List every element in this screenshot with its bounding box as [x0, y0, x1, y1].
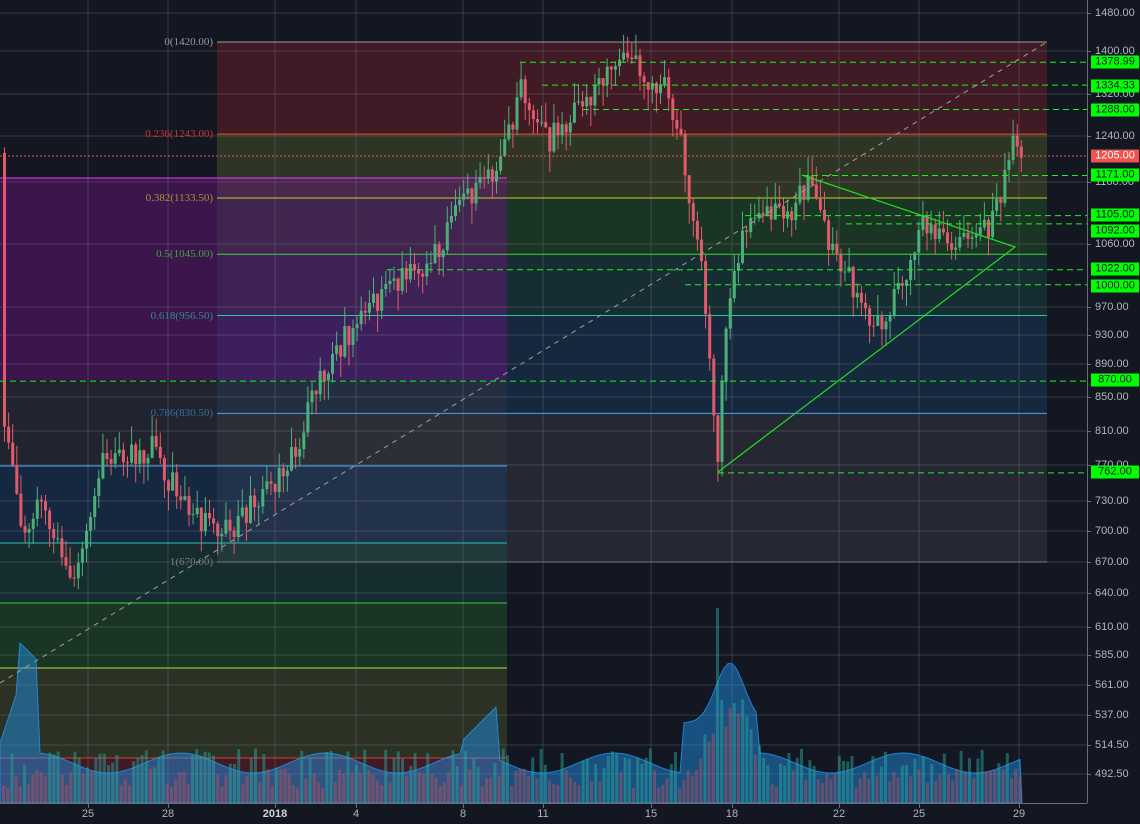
price-tick-label: 700.00 [1095, 525, 1129, 537]
price-tick-mark [1087, 627, 1091, 628]
price-tick-label: 810.00 [1095, 425, 1129, 437]
price-level-badge: 870.00 [1091, 373, 1139, 387]
time-tick-label: 18 [725, 808, 739, 820]
price-tick-mark [1087, 562, 1091, 563]
fib-zone [217, 315, 1047, 414]
price-tick-label: 1240.00 [1095, 130, 1135, 142]
fib-level-label: 0.786(830.50) [150, 407, 213, 420]
fib-level-label: 0.5(1045.00) [156, 248, 213, 261]
price-level-badge: 1000.00 [1091, 279, 1139, 293]
fib-zone [217, 413, 1047, 562]
time-tick-mark [732, 804, 733, 808]
price-tick-label: 730.00 [1095, 495, 1129, 507]
time-tick-mark [88, 804, 89, 808]
price-tick-mark [1087, 364, 1091, 365]
price-tick-label: 1480.00 [1095, 7, 1135, 19]
price-tick-mark [1087, 307, 1091, 308]
price-level-badge: 1171.00 [1091, 168, 1139, 182]
chart-canvas[interactable]: 0(1420.00) 0.236(1243.00) 0.382(1133.50) 0.… [0, 0, 1087, 803]
price-tick-label: 561.00 [1095, 679, 1129, 691]
price-tick-label: 670.00 [1095, 556, 1129, 568]
time-tick-label: 25 [81, 808, 95, 820]
price-tick-mark [1087, 13, 1091, 14]
volume-ma-area [0, 641, 1023, 803]
time-tick-label: 25 [912, 808, 926, 820]
price-tick-mark [1087, 397, 1091, 398]
price-tick-label: 1060.00 [1095, 238, 1135, 250]
price-tick-mark [1087, 136, 1091, 137]
price-tick-label: 585.00 [1095, 649, 1129, 661]
price-tick-mark [1087, 745, 1091, 746]
price-level-badge: 1334.33 [1091, 79, 1139, 93]
time-tick-label: 29 [1012, 808, 1026, 820]
time-tick-mark [839, 804, 840, 808]
price-tick-mark [1087, 774, 1091, 775]
price-tick-label: 890.00 [1095, 358, 1129, 370]
price-level-badge: 1105.00 [1091, 208, 1139, 222]
time-tick-label: 11 [537, 808, 549, 820]
fib-zone [217, 134, 1047, 199]
fib-zone [217, 198, 1047, 255]
time-tick-mark [463, 804, 464, 808]
time-tick-label: 4 [352, 808, 360, 820]
price-tick-label: 1400.00 [1095, 45, 1135, 57]
price-tick-label: 610.00 [1095, 621, 1129, 633]
fib-level-label: 0.382(1133.50) [145, 192, 213, 204]
price-level-badge: 1205.00 [1091, 149, 1139, 163]
price-tick-label: 930.00 [1095, 329, 1129, 341]
time-tick-label: 28 [161, 808, 175, 820]
triangle-pattern [717, 174, 1017, 473]
price-axis[interactable]: 1480.00 1400.00 1320.00 1240.00 1160.00 1060.… [1087, 0, 1140, 803]
fib-level-label: 0.236(1243.00) [145, 128, 213, 141]
price-tick-mark [1087, 593, 1091, 594]
time-tick-label: 2018 [262, 808, 288, 820]
time-tick-mark [919, 804, 920, 808]
time-tick-mark [356, 804, 357, 808]
price-tick-mark [1087, 715, 1091, 716]
price-level-badge: 762.00 [1091, 465, 1139, 479]
price-tick-mark [1087, 94, 1091, 95]
price-level-badge: 1092.00 [1091, 224, 1139, 238]
time-tick-label: 8 [459, 808, 467, 820]
time-tick-mark [543, 804, 544, 808]
time-tick-label: 22 [832, 808, 846, 820]
price-level-badge: 1378.99 [1091, 55, 1139, 69]
time-tick-mark [1019, 804, 1020, 808]
candlestick-chart [0, 0, 1087, 803]
price-tick-mark [1087, 182, 1091, 183]
fib-level-label: 1(670.00) [169, 556, 213, 568]
price-tick-mark [1087, 655, 1091, 656]
price-tick-label: 970.00 [1095, 301, 1129, 313]
price-level-badge: 1288.00 [1091, 103, 1139, 117]
price-tick-mark [1087, 431, 1091, 432]
price-tick-mark [1087, 685, 1091, 686]
price-tick-mark [1087, 501, 1091, 502]
price-tick-mark [1087, 335, 1091, 336]
price-tick-label: 537.00 [1095, 709, 1129, 721]
price-tick-label: 492.50 [1095, 768, 1129, 780]
price-level-badge: 1022.00 [1091, 262, 1139, 276]
price-tick-mark [1087, 465, 1091, 466]
fib-level-label: 0(1420.00) [164, 36, 213, 48]
time-tick-label: 15 [644, 808, 658, 820]
price-tick-label: 514.50 [1095, 739, 1129, 751]
time-tick-mark [168, 804, 169, 808]
price-tick-label: 850.00 [1095, 391, 1129, 403]
price-tick-mark [1087, 51, 1091, 52]
price-tick-mark [1087, 531, 1091, 532]
time-axis[interactable]: 25 28 2018 4 8 11 15 18 22 25 29 [0, 803, 1087, 824]
time-tick-mark [275, 804, 276, 808]
fib-level-label: 0.618(956.50) [150, 309, 213, 322]
time-tick-mark [651, 804, 652, 808]
price-tick-mark [1087, 244, 1091, 245]
price-tick-label: 640.00 [1095, 587, 1129, 599]
